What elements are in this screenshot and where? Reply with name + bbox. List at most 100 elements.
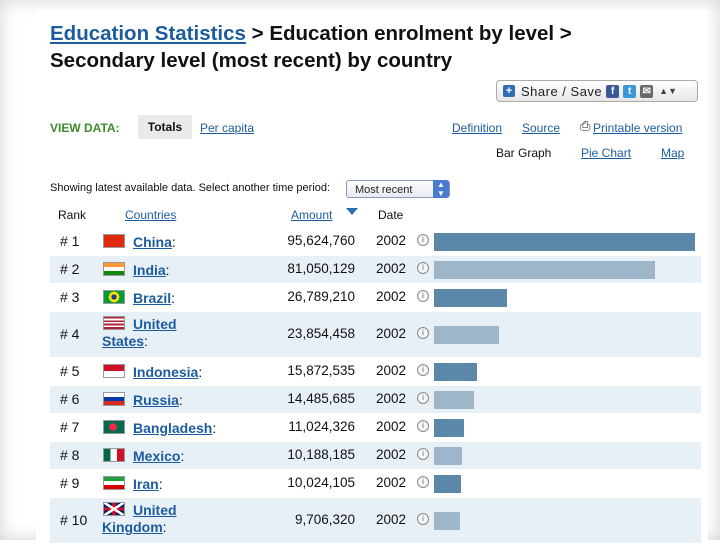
country-link[interactable]: Mexico [133,448,181,464]
country-cell: Brazil: [133,290,176,306]
bangladesh-flag-icon [103,420,125,434]
table-row: # 7 Bangladesh: 11,024,326 2002 i [50,414,701,442]
date-info-icon[interactable]: i [417,290,429,302]
date-cell: 2002 [376,233,407,248]
tab-map[interactable]: Map [661,146,685,160]
breadcrumb-separator: > [245,22,270,45]
rank-cell: # 9 [60,475,80,491]
column-countries[interactable]: Countries [125,208,177,222]
date-cell: 2002 [376,419,407,434]
table-row: # 1 China: 95,624,760 2002 i [50,228,701,256]
table-row: # 5 Indonesia: 15,872,535 2002 i [50,358,701,386]
table-row: # 3 Brazil: 26,789,210 2002 i [50,284,701,312]
printer-icon: ⎙ [580,118,591,133]
breadcrumb: Education Statistics > Education enrolme… [50,20,690,74]
date-info-icon[interactable]: i [417,234,429,246]
tab-per-capita[interactable]: Per capita [200,121,255,135]
printable-version-link[interactable]: Printable version [593,121,683,135]
amount-cell: 23,854,458 [287,326,355,341]
share-save-label: Share / Save [521,83,603,99]
country-link[interactable]: United Kingdom [102,502,177,535]
iran-flag-icon [103,476,125,490]
date-info-icon[interactable]: i [417,420,429,432]
country-link[interactable]: China [133,234,172,250]
rank-cell: # 2 [60,261,80,277]
table-header: Rank Countries Amount Date [50,208,690,224]
rank-cell: # 3 [60,289,80,305]
value-bar [434,363,477,381]
rank-cell: # 7 [60,419,80,435]
sort-descending-icon [346,208,358,215]
country-cell: Russia: [133,392,183,408]
date-cell: 2002 [376,261,407,276]
breadcrumb-link-education-statistics[interactable]: Education Statistics [50,22,246,45]
date-info-icon[interactable]: i [417,448,429,460]
column-amount[interactable]: Amount [291,208,333,222]
amount-cell: 26,789,210 [287,289,355,304]
source-link[interactable]: Source [522,121,561,135]
table-row: # 2 India: 81,050,129 2002 i [50,256,701,284]
country-link[interactable]: Iran [133,476,159,492]
date-info-icon[interactable]: i [417,327,429,339]
table-row: # 9 Iran: 10,024,105 2002 i [50,470,701,498]
time-period-select[interactable]: Most recent ▲ ▼ [346,180,450,198]
russia-flag-icon [103,392,125,406]
select-arrows-icon: ▲ ▼ [433,180,449,198]
tab-totals[interactable]: Totals [138,115,192,139]
twitter-icon[interactable]: t [623,84,637,98]
value-bar [434,233,695,251]
chevron-updown-icon[interactable]: ▲▼ [659,86,677,96]
country-cell: United States: [102,316,177,349]
country-link[interactable]: Brazil [133,290,172,306]
date-cell: 2002 [376,512,407,527]
indonesia-flag-icon [103,364,125,378]
email-icon[interactable]: ✉ [640,84,654,98]
rank-cell: # 4 [60,326,80,342]
breadcrumb-item-enrolment-by-level: Education enrolment by level [269,22,555,45]
tab-pie-chart[interactable]: Pie Chart [581,146,632,160]
page-title: Secondary level (most recent) by country [50,49,453,72]
date-info-icon[interactable]: i [417,262,429,274]
value-bar [434,326,499,344]
date-info-icon[interactable]: i [417,476,429,488]
tab-bar-graph[interactable]: Bar Graph [496,146,552,160]
time-period-prompt: Showing latest available data. Select an… [50,182,331,194]
date-info-icon[interactable]: i [417,392,429,404]
definition-link[interactable]: Definition [452,121,503,135]
country-cell: Bangladesh: [133,420,217,436]
date-cell: 2002 [376,289,407,304]
country-link[interactable]: Bangladesh [133,420,213,436]
table-row: # 6 Russia: 14,485,685 2002 i [50,386,701,414]
rank-cell: # 6 [60,391,80,407]
page: Education Statistics > Education enrolme… [36,10,708,544]
country-cell: Iran: [133,476,163,492]
usa-flag-icon [103,316,125,330]
value-bar [434,289,507,307]
amount-cell: 10,188,185 [287,447,355,462]
date-info-icon[interactable]: i [417,513,429,525]
rank-cell: # 10 [60,512,88,528]
country-link[interactable]: Indonesia [133,364,199,380]
time-period-value: Most recent [355,184,413,196]
date-cell: 2002 [376,363,407,378]
value-bar [434,419,464,437]
country-cell: India: [133,262,170,278]
facebook-icon[interactable]: f [606,84,620,98]
country-link[interactable]: Russia [133,392,179,408]
country-cell: United Kingdom: [102,502,177,535]
share-save-button[interactable]: + Share / Save f t ✉ ▲▼ [496,80,698,102]
amount-cell: 14,485,685 [287,391,355,406]
amount-cell: 95,624,760 [287,233,355,248]
column-rank: Rank [58,208,87,222]
mexico-flag-icon [103,448,125,462]
brazil-flag-icon [103,290,125,304]
country-cell: China: [133,234,176,250]
country-link[interactable]: United States [102,316,177,349]
rank-cell: # 8 [60,447,80,463]
country-link[interactable]: India [133,262,166,278]
breadcrumb-separator: > [554,22,572,45]
view-data-bar: VIEW DATA: Totals Per capita Definition … [50,115,690,139]
value-bar [434,475,461,493]
date-info-icon[interactable]: i [417,364,429,376]
uk-flag-icon [103,502,125,516]
